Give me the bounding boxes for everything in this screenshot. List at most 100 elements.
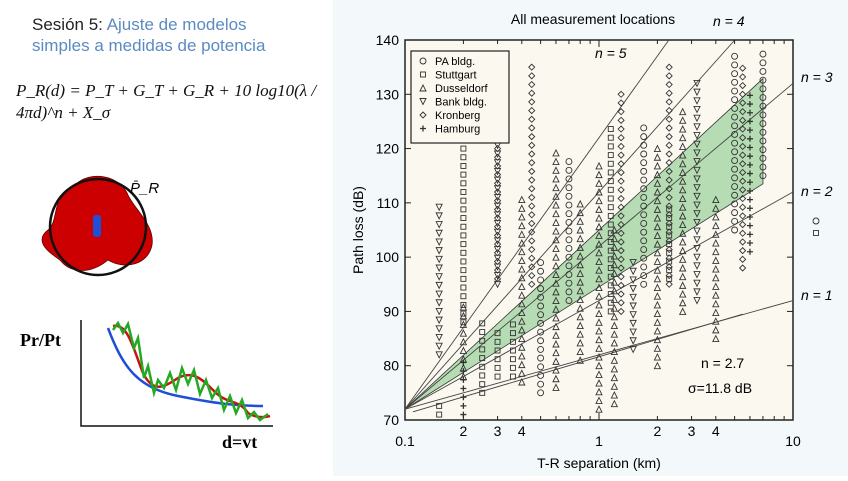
data-point-triangle-up: [518, 369, 526, 377]
data-point-triangle-up: [678, 290, 687, 298]
data-point-triangle-up: [678, 194, 687, 202]
data-point-triangle-up: [610, 269, 619, 277]
data-point-triangle-down: [693, 210, 701, 218]
data-point-diamond: [528, 72, 536, 80]
data-point-diamond: [528, 185, 536, 193]
data-point-square: [607, 134, 614, 141]
data-point-plus: [746, 187, 753, 194]
data-point-diamond: [528, 167, 536, 176]
data-point-triangle-down: [693, 227, 701, 236]
data-point-triangle-up: [610, 260, 619, 269]
data-point-triangle-up: [595, 196, 603, 205]
data-point-triangle-up: [518, 325, 526, 334]
data-point-square: [509, 321, 516, 328]
data-point-circle: [640, 280, 648, 288]
data-point-plus: [746, 153, 753, 160]
data-point-triangle-up: [576, 338, 584, 347]
data-point-triangle-up: [552, 253, 560, 261]
data-point-triangle-down: [435, 229, 443, 238]
x-tick-label: 3: [494, 423, 502, 439]
data-point-triangle-up: [653, 231, 662, 239]
data-point-triangle-up: [552, 192, 560, 200]
data-point-diamond: [528, 280, 536, 288]
data-point-triangle-up: [678, 185, 687, 194]
data-point-circle: [731, 148, 739, 156]
data-point-diamond: [665, 193, 673, 202]
data-point-triangle-down: [693, 132, 701, 140]
data-point-diamond: [617, 90, 625, 98]
data-point-triangle-up: [518, 230, 526, 238]
data-point-triangle-down: [629, 302, 637, 311]
data-point-circle: [731, 200, 739, 208]
data-point-triangle-down: [693, 175, 701, 183]
data-point-triangle-up: [552, 209, 560, 218]
data-point-circle: [565, 279, 573, 287]
data-point-triangle-up: [712, 308, 720, 316]
data-point-triangle-up: [678, 168, 687, 176]
data-point-diamond: [738, 212, 747, 220]
data-point-diamond: [617, 264, 625, 272]
data-point-circle: [565, 288, 573, 296]
data-point-triangle-up: [552, 366, 560, 374]
data-point-triangle-up: [576, 330, 584, 338]
data-point-triangle-up: [678, 255, 687, 263]
data-point-triangle-up: [576, 217, 584, 225]
data-point-square: [607, 221, 614, 228]
data-point-diamond: [617, 151, 625, 159]
data-point-circle: [759, 154, 767, 162]
data-point-triangle-up: [653, 179, 662, 187]
data-point-diamond: [617, 307, 625, 316]
reference-line-n2: [404, 191, 794, 410]
data-point-triangle-up: [678, 203, 687, 211]
data-point-triangle-up: [552, 374, 560, 383]
data-point-diamond: [617, 194, 625, 203]
data-point-triangle-up: [653, 161, 662, 170]
data-point-diamond: [617, 134, 625, 142]
data-point-triangle-up: [678, 211, 687, 220]
x-tick-label: 0.1: [395, 433, 415, 449]
data-point-circle: [565, 297, 573, 305]
data-point-diamond: [665, 80, 673, 89]
data-point-diamond: [665, 263, 673, 271]
data-point-triangle-up: [653, 300, 662, 309]
data-point-triangle-up: [459, 303, 468, 311]
data-point-triangle-up: [552, 166, 560, 174]
legend-marker-plus: [420, 125, 426, 132]
data-point-plus: [746, 248, 753, 255]
data-point-square: [460, 223, 467, 230]
reference-label-n3: n = 3: [801, 69, 833, 85]
data-point-square: [460, 275, 467, 282]
data-point-triangle-up: [595, 326, 603, 335]
data-point-circle: [759, 120, 767, 128]
data-point-triangle-up: [552, 157, 560, 166]
data-point-triangle-up: [552, 270, 560, 278]
data-point-triangle-up: [576, 252, 584, 260]
data-point-plus: [460, 385, 467, 392]
data-point-square: [494, 338, 501, 345]
data-point-circle: [565, 227, 573, 235]
data-point-diamond: [665, 228, 673, 236]
data-point-triangle-down: [629, 337, 637, 345]
x-tick-label: 10: [785, 433, 801, 449]
data-point-diamond: [665, 63, 673, 71]
data-point-triangle-up: [552, 261, 560, 270]
data-point-triangle-down: [693, 88, 701, 97]
data-point-diamond: [493, 275, 502, 283]
data-point-diamond: [528, 115, 536, 123]
data-point-circle: [565, 218, 573, 226]
data-point-triangle-up: [610, 321, 619, 329]
data-point-triangle-up: [552, 148, 560, 157]
data-point-diamond: [617, 255, 625, 263]
data-point-diamond: [665, 115, 673, 123]
data-point-square: [460, 293, 467, 300]
data-point-triangle-up: [576, 208, 584, 217]
data-point-diamond: [528, 159, 536, 167]
data-point-diamond: [528, 124, 536, 132]
data-point-triangle-down: [435, 221, 443, 229]
data-point-square: [607, 204, 614, 211]
data-point-triangle-down: [693, 79, 701, 88]
data-point-triangle-up: [610, 234, 619, 243]
data-point-triangle-up: [595, 187, 603, 196]
data-point-triangle-up: [712, 221, 720, 230]
data-point-triangle-up: [595, 179, 603, 187]
